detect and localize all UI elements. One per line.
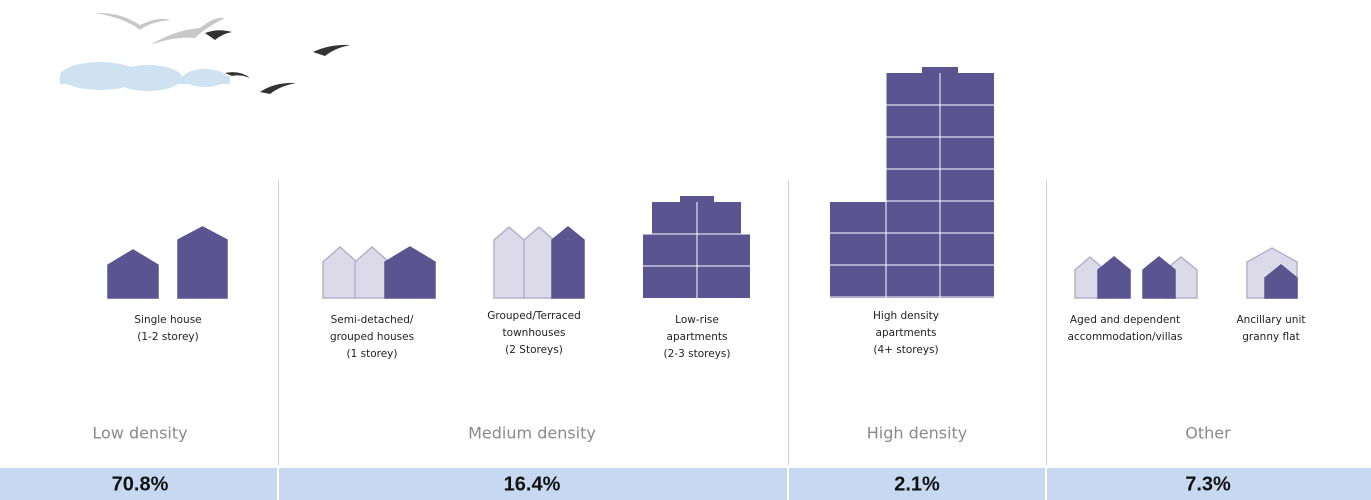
- block: [922, 67, 958, 73]
- dwelling-label: Ancillary unit: [1236, 314, 1305, 326]
- dwelling-label: (2-3 storeys): [664, 348, 731, 360]
- dwelling-label: (2 Storeys): [505, 344, 563, 356]
- share-band: [0, 468, 1371, 500]
- dwelling-label: Grouped/Terraced: [487, 310, 581, 322]
- group-label: Other: [1185, 424, 1231, 443]
- share-value: 2.1%: [894, 473, 940, 495]
- block: [680, 196, 714, 202]
- house-icon: [524, 227, 554, 298]
- group-label: Medium density: [468, 424, 596, 443]
- house-icon: [385, 247, 435, 298]
- sky-decoration: [60, 13, 350, 94]
- dwelling-label: grouped houses: [330, 331, 414, 343]
- house-icon: [1098, 257, 1130, 298]
- house-icon: [108, 250, 158, 298]
- dwelling-label: apartments: [667, 331, 728, 343]
- band-separator: [1045, 468, 1047, 500]
- dwelling-label: townhouses: [503, 327, 566, 339]
- dwelling-label: (1 storey): [347, 348, 398, 360]
- buildings: [108, 67, 1297, 298]
- dwelling-label: High density: [873, 310, 939, 322]
- block: [830, 202, 886, 298]
- house-icon: [178, 227, 227, 298]
- house-icon: [1143, 257, 1175, 298]
- dwelling-label: Single house: [134, 314, 201, 326]
- house-icon: [552, 227, 584, 298]
- band-separator: [277, 468, 279, 500]
- infographic: Low density 70.8% Single house (1-2 storey)…: [0, 0, 1371, 500]
- dwelling-label: Low-rise: [675, 314, 719, 326]
- group-label: High density: [867, 424, 968, 443]
- dwelling-label: apartments: [876, 327, 937, 339]
- dwelling-label: (4+ storeys): [873, 344, 938, 356]
- dwelling-label: Semi-detached/: [331, 314, 414, 326]
- dwelling-label: Aged and dependent: [1070, 314, 1180, 326]
- house-icon: [355, 247, 389, 298]
- labels: Low density 70.8% Single house (1-2 storey)…: [92, 310, 1305, 495]
- dwelling-label: accommodation/villas: [1068, 331, 1183, 343]
- share-value: 70.8%: [112, 473, 169, 495]
- band-separator: [787, 468, 789, 500]
- group-label: Low density: [92, 424, 187, 443]
- dwelling-label: (1-2 storey): [137, 331, 198, 343]
- house-icon: [494, 227, 524, 298]
- page: Low density 70.8% Single house (1-2 storey)…: [0, 0, 1371, 500]
- share-value: 16.4%: [504, 473, 561, 495]
- share-value: 7.3%: [1185, 473, 1231, 495]
- dwelling-label: granny flat: [1242, 331, 1299, 343]
- house-icon: [323, 247, 357, 298]
